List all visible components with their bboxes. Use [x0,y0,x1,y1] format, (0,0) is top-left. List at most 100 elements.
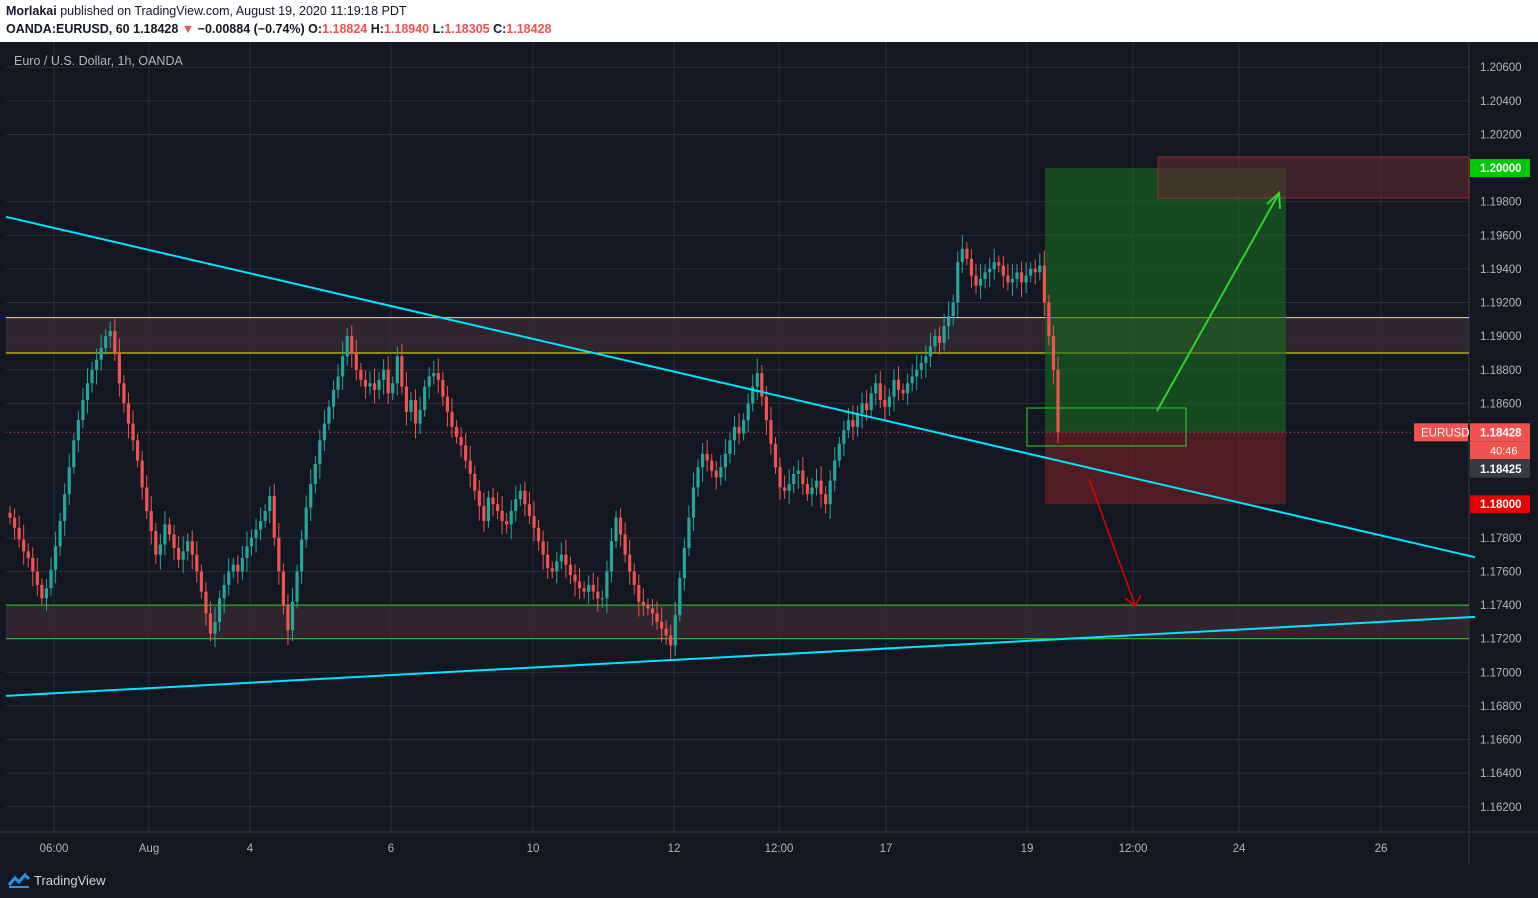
candle-body [67,467,71,495]
candle-body [746,403,750,421]
profit-target-box [1045,168,1286,433]
candle-body [536,527,541,542]
chart-title: Euro / U.S. Dollar, 1h, OANDA [14,54,183,68]
candle-body [587,584,591,592]
y-tick-label: 1.20400 [1480,96,1522,108]
price-chart[interactable]: 1.20600 1.20400 1.20200 1.19800 1.19600 1.194… [0,42,1538,864]
candle-body [249,537,254,547]
candle-body [887,396,892,407]
candle-body [76,420,80,441]
candle-body [104,336,108,348]
footer-bar: TradingView [0,864,1538,898]
candle-body [322,423,326,441]
x-tick-label: 06:00 [40,843,69,855]
candle-body [1006,275,1010,283]
candle-body [409,400,413,412]
candle-body [404,386,409,412]
candle-body [363,379,368,387]
y-tick-label: 1.20200 [1480,129,1522,141]
candle-body [732,426,737,441]
stop-loss-box [1045,432,1286,505]
candle-body [637,584,641,602]
candle-body [1010,279,1015,283]
author-name[interactable]: Morlakai [6,4,57,18]
candle-body [573,574,577,582]
candle-body [1056,369,1060,433]
x-tick-label: 17 [880,843,893,855]
entry-zone [1026,407,1187,447]
candle-body [673,615,677,646]
candle-body [26,551,30,559]
candle-body [751,386,755,404]
y-tick-label: 1.18800 [1480,365,1522,377]
candle-body [204,591,208,614]
candle-body [295,571,299,602]
candle-body [450,411,454,427]
candle-body [833,460,837,481]
candle-body [1038,265,1042,273]
candle-body [254,529,258,538]
tradingview-brand[interactable]: TradingView [34,873,106,888]
candle-body [869,393,873,411]
candle-body [810,487,814,495]
candle-body [354,352,358,370]
last-price: 1.18428 [133,22,179,36]
candle-body [700,453,705,468]
open-value: 1.18824 [322,22,368,36]
bullish-arrow [1156,194,1279,412]
candle-body [1047,302,1051,337]
candle-body [514,499,518,511]
candle-body [860,403,864,414]
candle-body [149,510,153,532]
y-tick-label: 1.17600 [1480,566,1522,578]
candle-body [755,373,759,387]
candle-body [792,473,796,485]
candle-body [778,467,782,488]
candle-body [186,541,190,552]
candle-body [518,490,522,500]
candle-body [382,369,386,380]
candle-body [85,383,90,401]
candle-body [814,480,819,488]
candle-body [527,504,532,516]
candle-body [605,571,609,599]
candle-body [532,516,536,528]
candle-body [837,443,841,461]
candle-body [764,396,768,421]
candle-body [892,379,896,397]
candle-body [978,279,983,286]
candle-body [901,389,905,394]
candle-body [737,426,741,434]
candle-body [742,420,746,434]
candle-body [659,621,664,629]
candle-body [359,369,363,380]
candle-body [468,460,472,474]
published-text: published on TradingView.com, August 19,… [60,4,407,18]
candle-body [678,578,682,616]
x-tick-label: 12:00 [1119,843,1148,855]
x-tick-label: 6 [388,843,394,855]
candle-body [372,383,377,390]
x-tick-label: 26 [1375,843,1388,855]
price-label-box [1470,459,1530,478]
candle-body [386,369,390,394]
chart-area[interactable]: 1.20600 1.20400 1.20200 1.19800 1.19600 1.194… [0,42,1538,864]
candle-body [509,510,513,525]
candle-body [705,453,709,461]
candle-body [281,571,285,606]
candle-body [1001,265,1005,276]
candle-body [486,497,491,522]
candle-body [172,534,176,548]
y-tick-label: 1.16600 [1480,735,1522,747]
candle-body [117,352,121,384]
candle-body [924,356,928,364]
candle-body [641,601,645,606]
symbol-interval: OANDA:EURUSD, 60 [6,22,130,36]
candle-body [131,423,135,441]
candle-body [236,564,240,572]
tradingview-logo-icon[interactable] [7,872,31,892]
candle-body [259,521,263,530]
candle-body [559,554,563,562]
candle-body [135,440,140,461]
candle-body [710,460,714,471]
